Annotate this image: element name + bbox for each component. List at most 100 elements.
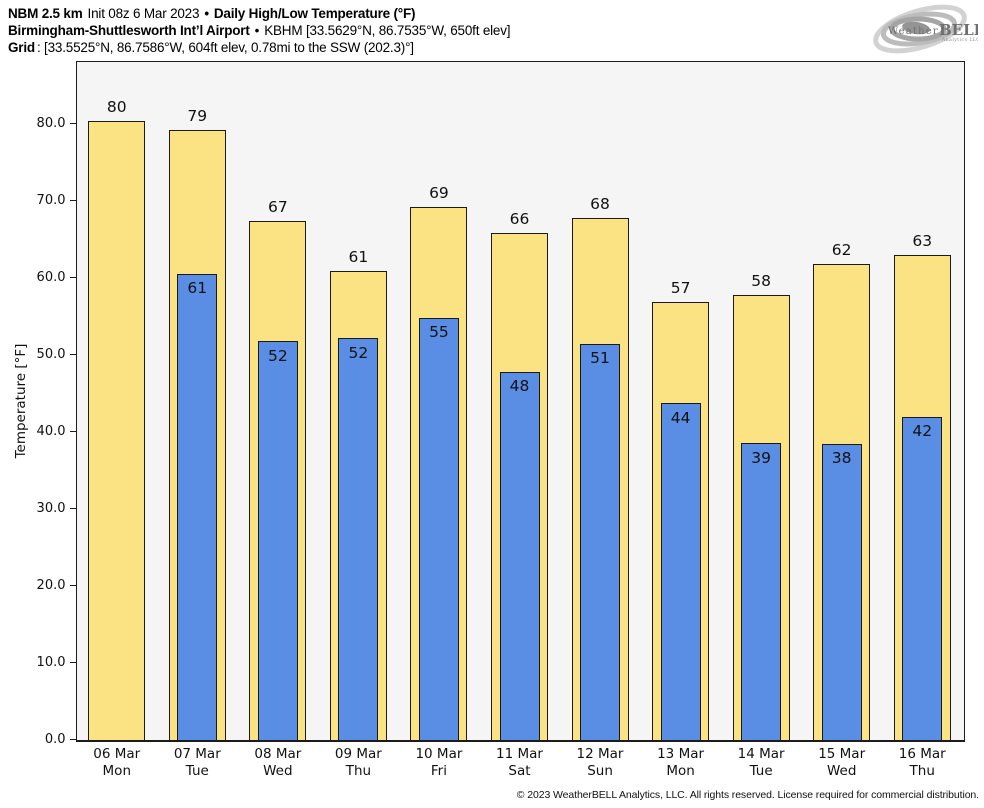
y-tick-label: 70.0 <box>36 192 66 208</box>
x-tick-label: 14 Mar Tue <box>721 746 802 779</box>
x-day-label: Tue <box>749 762 773 779</box>
weatherbell-logo: Weather BELL Analytics LLC <box>866 3 984 57</box>
high-value-label: 61 <box>348 248 369 267</box>
high-value-label: 62 <box>831 241 852 260</box>
low-temp-bar <box>418 317 459 740</box>
high-value-label: 80 <box>106 98 127 117</box>
x-date-label: 06 Mar <box>93 746 141 762</box>
y-tick-label: 60.0 <box>36 269 66 285</box>
high-value-label: 66 <box>509 209 530 228</box>
x-tick-label: 10 Mar Fri <box>399 746 480 779</box>
y-tick-label: 20.0 <box>36 577 66 593</box>
high-value-label: 58 <box>751 271 771 290</box>
low-temp-bar <box>257 341 298 740</box>
grid-details: : [33.5525°N, 86.7586°W, 604ft elev, 0.7… <box>36 40 414 55</box>
y-tick-mark <box>69 661 77 664</box>
x-tick-label: 08 Mar Wed <box>238 746 319 779</box>
x-day-label: Mon <box>666 762 695 779</box>
svg-text:BELL: BELL <box>939 21 978 39</box>
x-day-label: Fri <box>430 762 447 779</box>
y-tick-mark <box>69 584 77 587</box>
y-tick-label: 0.0 <box>44 731 66 747</box>
low-temp-bar <box>580 343 621 740</box>
x-tick-label: 11 Mar Sat <box>479 746 560 779</box>
x-tick-label: 06 Mar Mon <box>77 746 158 779</box>
x-tick-label: 15 Mar Wed <box>801 746 882 779</box>
x-day-label: Mon <box>102 762 131 779</box>
x-day-label: Wed <box>826 762 857 779</box>
high-value-label: 69 <box>429 183 449 202</box>
model-name: NBM 2.5 km <box>8 6 83 21</box>
y-tick-label: 10.0 <box>36 654 66 670</box>
low-temp-bar <box>499 371 540 740</box>
x-day-label: Thu <box>345 762 372 779</box>
high-value-label: 68 <box>590 195 610 214</box>
x-tick-label: 09 Mar Thu <box>318 746 399 779</box>
y-tick-label: 50.0 <box>36 346 66 362</box>
x-day-label: Tue <box>185 762 209 779</box>
low-value-label: 51 <box>590 349 610 368</box>
x-date-label: 10 Mar <box>415 746 463 762</box>
chart-title: Daily High/Low Temperature (°F) <box>213 6 416 21</box>
low-value-label: 61 <box>187 279 208 298</box>
y-tick-mark <box>69 199 77 202</box>
low-temp-bar <box>821 443 862 740</box>
low-value-label: 52 <box>267 346 288 365</box>
y-tick-mark <box>69 353 77 356</box>
low-value-label: 39 <box>751 448 771 467</box>
x-date-label: 12 Mar <box>576 746 624 762</box>
low-temp-bar <box>660 403 701 740</box>
y-tick-label: 80.0 <box>36 115 66 131</box>
chart-header: NBM 2.5 km Init 08z 6 Mar 2023 • Daily H… <box>8 5 511 56</box>
low-value-label: 55 <box>429 323 449 342</box>
x-day-label: Sat <box>508 762 531 779</box>
low-value-label: 48 <box>509 376 530 395</box>
x-date-label: 11 Mar <box>496 746 543 762</box>
high-value-label: 79 <box>187 106 208 125</box>
low-temp-bar <box>741 443 782 740</box>
x-date-label: 08 Mar <box>254 746 302 762</box>
y-axis-title: Temperature [°F] <box>13 343 29 459</box>
header-line-2: Birmingham-Shuttlesworth Int’l Airport •… <box>8 22 511 39</box>
x-date-label: 16 Mar <box>898 746 946 762</box>
x-date-label: 07 Mar <box>173 746 221 762</box>
low-value-label: 42 <box>912 422 933 441</box>
high-value-label: 63 <box>912 232 933 251</box>
x-date-label: 13 Mar <box>657 746 705 762</box>
svg-text:Analytics LLC: Analytics LLC <box>941 37 978 43</box>
x-date-label: 15 Mar <box>818 746 866 762</box>
x-date-label: 14 Mar <box>737 746 785 762</box>
x-tick-label: 13 Mar Mon <box>640 746 721 779</box>
low-value-label: 38 <box>831 449 852 468</box>
low-value-label: 44 <box>670 408 691 427</box>
y-tick-mark <box>69 276 77 279</box>
low-temp-bar <box>338 338 379 740</box>
grid-label: Grid <box>8 40 35 55</box>
x-tick-label: 16 Mar Thu <box>882 746 963 779</box>
init-time: Init 08z 6 Mar 2023 <box>87 6 200 21</box>
x-date-label: 09 Mar <box>334 746 382 762</box>
y-tick-mark <box>69 507 77 510</box>
station-location: KBHM [33.5629°N, 86.7535°W, 650ft elev] <box>264 23 511 38</box>
hurricane-swirl-icon: Weather BELL Analytics LLC <box>873 4 984 54</box>
high-value-label: 67 <box>267 197 288 216</box>
y-tick-label: 30.0 <box>36 500 66 516</box>
y-tick-mark <box>69 738 77 741</box>
low-temp-bar <box>177 273 218 740</box>
x-day-label: Sun <box>587 762 613 779</box>
y-tick-mark <box>69 430 77 433</box>
header-line-3: Grid: [33.5525°N, 86.7586°W, 604ft elev,… <box>8 39 510 56</box>
station-name: Birmingham-Shuttlesworth Int’l Airport <box>8 23 250 38</box>
low-value-label: 52 <box>348 343 369 362</box>
low-temp-bar <box>902 416 943 740</box>
header-line-1: NBM 2.5 km Init 08z 6 Mar 2023 • Daily H… <box>8 5 510 22</box>
bullet-separator: • <box>254 23 260 38</box>
y-tick-mark <box>69 122 77 125</box>
y-tick-label: 40.0 <box>36 423 66 439</box>
plot-area: 0.0 10.0 20.0 30.0 40.0 50.0 60.0 70.0 80.0 80 06 … <box>37 60 965 779</box>
high-temp-bar <box>88 121 146 740</box>
high-value-label: 57 <box>670 279 691 298</box>
bullet-separator: • <box>204 6 209 21</box>
x-tick-label: 07 Mar Tue <box>157 746 238 779</box>
